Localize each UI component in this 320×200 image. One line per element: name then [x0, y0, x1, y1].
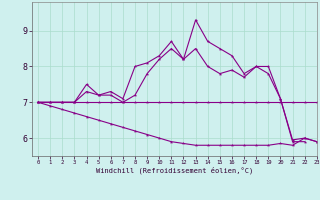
X-axis label: Windchill (Refroidissement éolien,°C): Windchill (Refroidissement éolien,°C) — [96, 167, 253, 174]
